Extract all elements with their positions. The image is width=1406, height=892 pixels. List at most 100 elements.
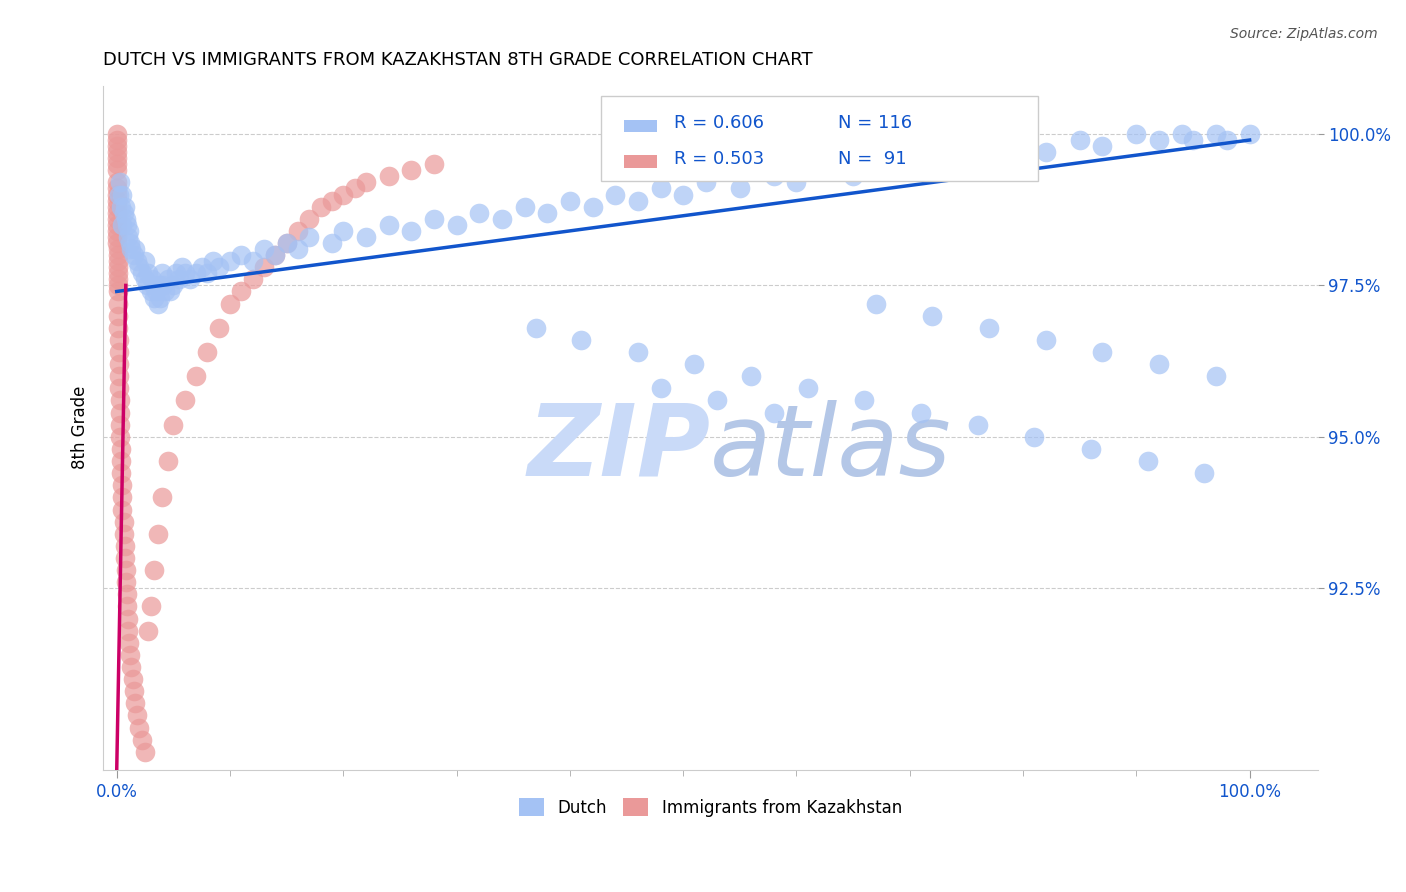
Point [264, 248, 287, 262]
Point [242, 254, 264, 268]
Point [111, 478, 134, 492]
Point [401, 163, 423, 178]
Point [491, 211, 513, 226]
Point [128, 260, 150, 275]
Point [149, 291, 172, 305]
Point [121, 672, 143, 686]
Point [1205, 127, 1227, 141]
Point [627, 345, 650, 359]
Point [143, 291, 166, 305]
Point [264, 248, 287, 262]
Point [910, 406, 932, 420]
Point [865, 296, 887, 310]
Point [105, 218, 128, 232]
Point [107, 285, 129, 299]
Point [118, 636, 141, 650]
Point [627, 194, 650, 208]
Point [1239, 127, 1261, 141]
Point [145, 285, 167, 299]
Point [309, 200, 332, 214]
Point [150, 266, 173, 280]
Point [332, 187, 354, 202]
Point [156, 272, 179, 286]
Point [276, 235, 298, 250]
Point [1136, 454, 1159, 468]
Point [650, 381, 672, 395]
Point [108, 333, 131, 347]
Point [146, 526, 169, 541]
Point [107, 266, 129, 280]
Point [377, 169, 399, 184]
Point [605, 187, 627, 202]
Point [107, 242, 129, 256]
Point [105, 139, 128, 153]
Point [231, 285, 253, 299]
Point [143, 563, 166, 577]
Point [762, 406, 785, 420]
Point [808, 163, 831, 178]
Text: R = 0.606: R = 0.606 [673, 114, 763, 132]
Point [167, 272, 190, 286]
Point [162, 417, 184, 432]
Point [990, 151, 1012, 165]
Point [127, 708, 149, 723]
Point [108, 187, 131, 202]
Point [136, 278, 159, 293]
Point [105, 230, 128, 244]
Point [569, 333, 592, 347]
Point [706, 393, 728, 408]
Point [195, 345, 218, 359]
Point [208, 260, 231, 275]
Point [159, 285, 181, 299]
Point [107, 260, 129, 275]
Point [131, 732, 153, 747]
Point [138, 624, 160, 638]
Point [156, 454, 179, 468]
Point [105, 157, 128, 171]
Point [321, 235, 343, 250]
Point [105, 151, 128, 165]
Point [865, 157, 887, 171]
Point [695, 176, 717, 190]
Point [105, 211, 128, 226]
Point [1069, 133, 1091, 147]
Point [354, 230, 377, 244]
Point [536, 205, 558, 219]
Point [446, 218, 468, 232]
Point [114, 211, 136, 226]
Point [107, 272, 129, 286]
Point [921, 151, 943, 165]
Point [108, 430, 131, 444]
Point [115, 218, 138, 232]
Text: Source: ZipAtlas.com: Source: ZipAtlas.com [1230, 27, 1378, 41]
Point [110, 200, 132, 214]
Point [1024, 430, 1046, 444]
Point [253, 260, 276, 275]
Point [898, 163, 921, 178]
Point [108, 369, 131, 384]
Point [728, 181, 751, 195]
Point [108, 406, 131, 420]
Text: atlas: atlas [710, 400, 952, 497]
Point [120, 235, 142, 250]
FancyBboxPatch shape [624, 120, 657, 132]
Point [122, 248, 145, 262]
Point [114, 575, 136, 590]
Point [105, 176, 128, 190]
Point [253, 242, 276, 256]
Point [107, 309, 129, 323]
Point [1205, 369, 1227, 384]
Point [1125, 127, 1147, 141]
Point [134, 745, 156, 759]
Point [124, 242, 146, 256]
Point [468, 205, 491, 219]
Point [298, 230, 321, 244]
Point [184, 369, 207, 384]
Point [114, 551, 136, 566]
Point [853, 393, 876, 408]
FancyBboxPatch shape [600, 95, 1038, 181]
Point [558, 194, 581, 208]
Point [108, 345, 131, 359]
Point [105, 205, 128, 219]
Y-axis label: 8th Grade: 8th Grade [72, 386, 89, 469]
